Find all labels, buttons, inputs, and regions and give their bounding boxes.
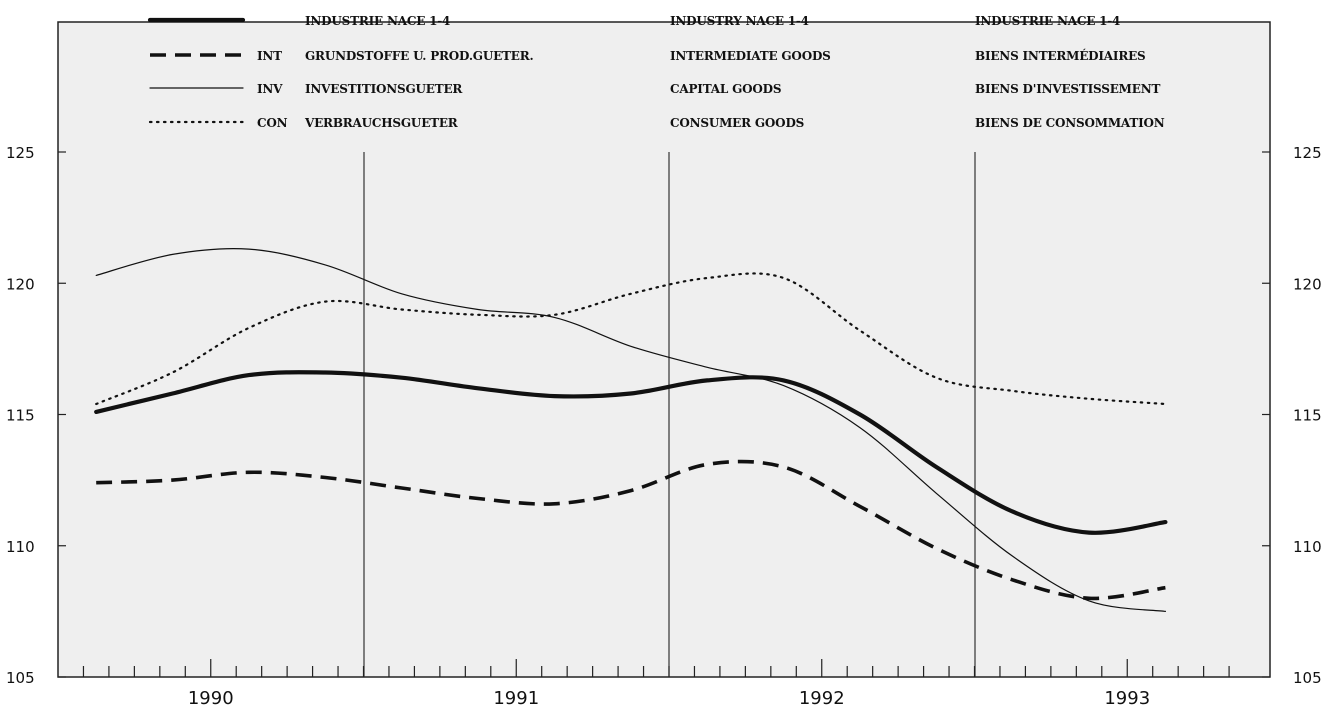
legend-label: INTERMEDIATE GOODS (670, 49, 831, 63)
legend-label: INVESTITIONSGUETER (305, 82, 463, 96)
x-axis: 1990 1991 1992 1993 (82, 659, 1230, 709)
y-tick-label-left: 115 (6, 407, 35, 425)
legend-code-inv: INV (257, 82, 283, 96)
plot-frame (57, 21, 1271, 678)
legend-label: INDUSTRIE NACE 1-4 (975, 14, 1120, 28)
y-tick-label-right: 120 (1293, 275, 1322, 293)
y-tick-label-left: 125 (6, 144, 35, 162)
y-tick-label-left: 105 (6, 669, 35, 687)
legend-label: VERBRAUCHSGUETER (304, 116, 459, 130)
y-tick-label-right: 105 (1293, 669, 1322, 687)
x-year-label-1992: 1992 (799, 688, 845, 709)
legend-code-int: INT (257, 49, 282, 63)
y-tick-label-left: 110 (6, 538, 35, 556)
legend-label: CONSUMER GOODS (670, 116, 804, 130)
chart-legend: INDUSTRIE NACE 1-4 INDUSTRY NACE 1-4 INDUS… (147, 14, 1165, 130)
x-year-label-1993: 1993 (1104, 688, 1150, 709)
y-tick-label-left: 120 (6, 275, 35, 293)
legend-label: INDUSTRY NACE 1-4 (670, 14, 809, 28)
series-line-con (95, 272, 1167, 406)
y-axis: 105 105 110 110 115 115 120 120 125 125 (6, 144, 1322, 687)
year-separators (363, 152, 976, 677)
x-year-label-1991: 1991 (493, 688, 539, 709)
series-line-total (94, 370, 1168, 535)
series-line-inv (95, 247, 1166, 612)
legend-label: BIENS DE CONSOMMATION (975, 116, 1165, 130)
y-tick-label-right: 125 (1293, 144, 1322, 162)
y-tick-label-right: 110 (1293, 538, 1322, 556)
y-tick-label-right: 115 (1293, 407, 1322, 425)
legend-code-con: CON (257, 116, 288, 130)
series-lines (94, 247, 1168, 612)
legend-label: BIENS INTERMÉDIAIRES (975, 48, 1146, 63)
legend-label: INDUSTRIE NACE 1-4 (305, 14, 450, 28)
legend-label: CAPITAL GOODS (670, 82, 781, 96)
series-line-int (96, 459, 1166, 601)
legend-label: GRUNDSTOFFE U. PROD.GUETER. (305, 49, 534, 63)
x-year-label-1990: 1990 (188, 688, 234, 709)
legend-label: BIENS D'INVESTISSEMENT (975, 82, 1160, 96)
